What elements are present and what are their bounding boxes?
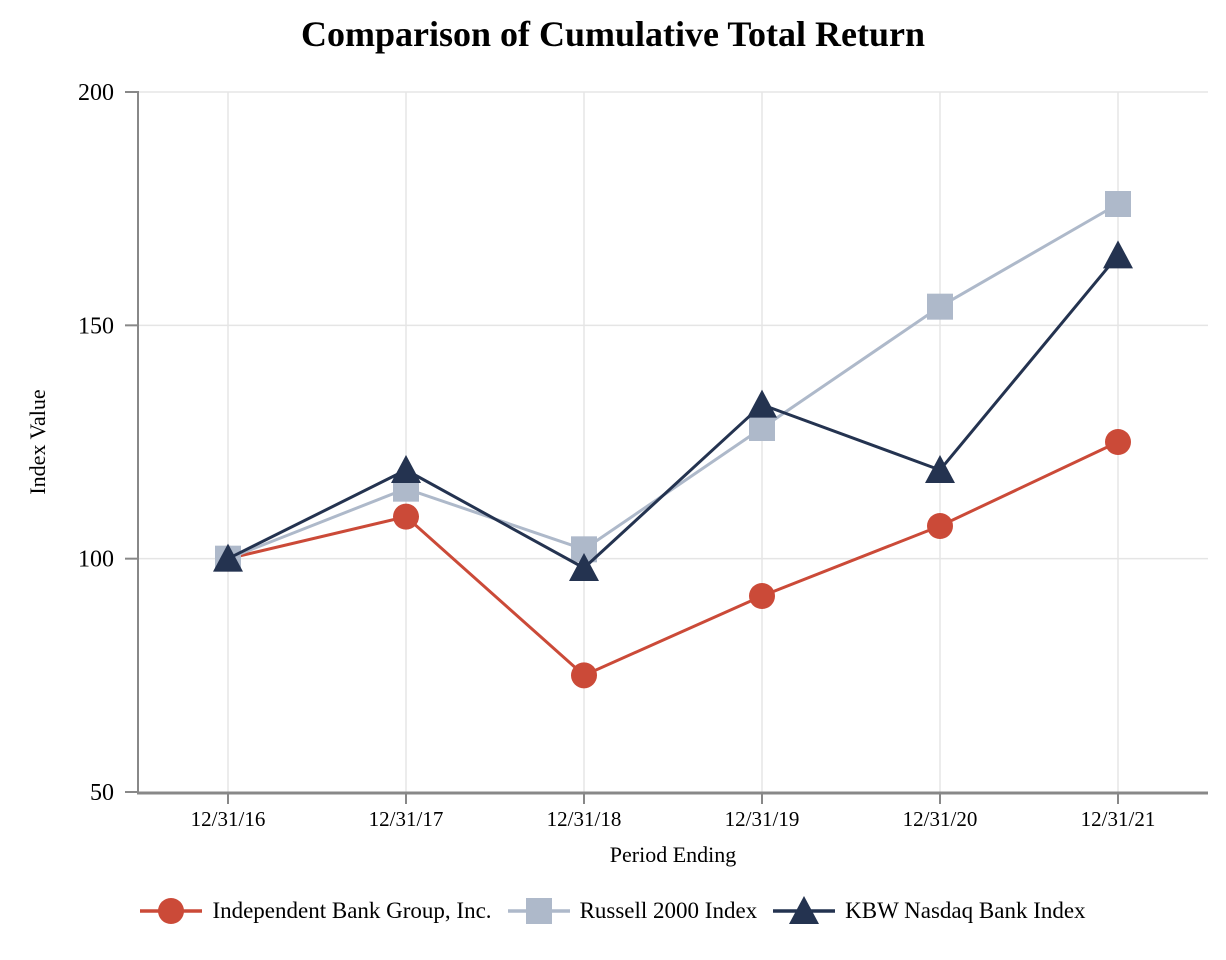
legend-marker-circle-icon	[140, 898, 203, 924]
series-data-point	[213, 543, 243, 572]
legend-item-russell-2000: Russell 2000 Index	[507, 894, 758, 928]
legend-marker-triangle-icon	[773, 896, 836, 924]
legend-marker-shape	[789, 896, 820, 924]
y-tick-label: 100	[78, 547, 114, 573]
legend-marker-shape	[158, 898, 185, 924]
series-data-point	[1103, 240, 1133, 269]
legend-item-independent-bank-group: Independent Bank Group, Inc.	[140, 894, 492, 928]
series-data-point	[927, 513, 953, 539]
chart-legend: Independent Bank Group, Inc. Russell 200…	[0, 894, 1226, 928]
series-data-point	[569, 553, 599, 581]
x-tick-label: 12/31/21	[1081, 807, 1156, 831]
line-chart-plot-area: 200 150 100 50 12/31/16 12/31/17 12/31/18 12/31…	[25, 80, 1208, 867]
chart-title: Comparison of Cumulative Total Return	[300, 14, 926, 54]
y-tick-label: 200	[78, 80, 114, 106]
x-tick-label: 12/31/17	[369, 807, 444, 831]
legend-label: Independent Bank Group, Inc.	[212, 898, 492, 923]
series-line	[227, 202, 1119, 561]
series-data-point	[747, 389, 777, 418]
x-tick-label: 12/31/19	[725, 807, 800, 831]
series-line	[227, 440, 1119, 678]
series-data-point	[1105, 429, 1131, 455]
x-tick-label: 12/31/16	[191, 807, 266, 831]
legend-label: KBW Nasdaq Bank Index	[845, 898, 1086, 923]
legend-label: Russell 2000 Index	[579, 898, 758, 923]
series-data-point	[391, 455, 421, 483]
series-data-point	[927, 293, 953, 320]
legend-marker-square-icon	[507, 898, 570, 924]
x-tick-label: 12/31/18	[547, 807, 622, 831]
series-data-point	[1105, 191, 1131, 217]
y-tick-label: 150	[78, 313, 114, 339]
legend-item-kbw-nasdaq-bank: KBW Nasdaq Bank Index	[773, 894, 1086, 928]
series-data-point	[925, 455, 955, 483]
series-data-point	[571, 662, 597, 689]
y-axis-title: Index Value	[25, 389, 50, 494]
x-tick-label: 12/31/20	[903, 807, 978, 831]
series-data-point	[749, 583, 775, 609]
series-data-point	[393, 503, 419, 530]
x-axis-title: Period Ending	[610, 842, 737, 867]
legend-marker-shape	[525, 898, 552, 924]
series-data-point	[749, 415, 775, 441]
series-line	[227, 254, 1120, 570]
y-tick-label: 50	[90, 780, 114, 806]
